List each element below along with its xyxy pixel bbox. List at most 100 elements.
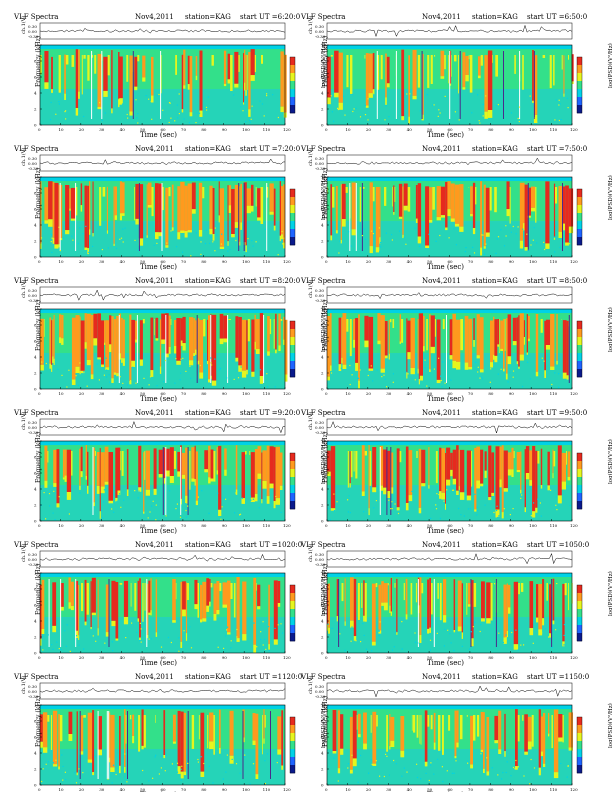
ch-tick-label: 0.00 [28,293,37,298]
time-tick-label: 120 [283,523,291,528]
freq-tick-label: 10 [321,175,327,180]
time-tick-label: 80 [201,127,207,132]
panel-station: station=KAG [472,541,518,549]
panel-date: Nov4,2011 [135,145,174,153]
freq-tick-label: 8 [321,323,324,328]
ch-tick-label: 0.00 [315,293,324,298]
time-axis-label: Time (sec) [427,527,464,535]
time-tick-label: 110 [550,655,558,660]
time-tick-label: 40 [407,259,413,264]
time-tick-label: 60 [448,259,454,264]
freq-tick-label: 6 [34,75,37,80]
time-tick-label: 120 [570,127,578,132]
ch-tick-label: -0.30 [28,694,39,699]
time-tick-label: 20 [366,655,372,660]
freq-tick-label: 4 [34,751,37,756]
freq-tick-label: 0 [321,387,324,392]
colorbar-label: log(PSD)(V²/Hz) [320,307,327,352]
ch-tick-label: -0.30 [315,694,326,699]
ch-tick-label: 0.00 [28,557,37,562]
time-tick-label: 80 [488,523,494,528]
time-tick-label: 110 [263,655,271,660]
ch-tick-label: -0.30 [28,34,39,39]
spectra-panel: VLF Spectra Nov4,2011 station=KAG start UT … [300,145,612,271]
time-tick-label: 70 [181,127,187,132]
ch-tick-label: 0.30 [28,684,37,689]
waveform-trace [326,685,573,698]
time-tick-label: 70 [468,523,474,528]
time-tick-label: 70 [181,391,187,396]
freq-tick-label: 2 [321,371,324,376]
time-tick-label: 40 [407,391,413,396]
panel-header-title: VLF Spectra [13,673,58,681]
freq-tick-label: 0 [34,387,37,392]
freq-tick-label: 6 [321,603,324,608]
time-tick-label: 100 [529,655,537,660]
time-tick-label: 50 [427,655,433,660]
waveform-frame [39,550,286,568]
time-tick-label: 70 [181,523,187,528]
time-axis-label: Time (sec) [140,527,177,535]
freq-axis-label: Frequency (kHz) [35,168,42,219]
waveform-trace [39,158,286,165]
time-tick-label: 110 [550,127,558,132]
time-tick-label: 110 [263,259,271,264]
freq-axis-label: Frequency (kHz) [322,564,329,615]
time-tick-label: 20 [366,127,372,132]
time-tick-label: 100 [242,391,250,396]
freq-tick-label: 10 [34,703,40,708]
time-tick-label: 90 [222,787,228,792]
ch-tick-label: -0.30 [315,298,326,303]
freq-tick-label: 10 [321,307,327,312]
ch-tick-label: 0.30 [28,24,37,29]
panel-station: station=KAG [185,409,231,417]
freq-tick-label: 8 [321,59,324,64]
time-tick-label: 50 [427,127,433,132]
freq-tick-label: 2 [34,371,37,376]
time-axis-label: Time (sec) [140,131,177,139]
time-tick-label: 0 [38,127,41,132]
freq-axis-label: Frequency (kHz) [35,36,42,87]
time-tick-label: 70 [468,655,474,660]
time-tick-label: 100 [529,523,537,528]
time-tick-label: 120 [570,523,578,528]
colorbar [576,452,583,510]
freq-tick-label: 10 [34,307,40,312]
time-tick-label: 50 [140,523,146,528]
time-tick-label: 90 [509,127,515,132]
ch-tick-label: 0.00 [315,557,324,562]
panel-station: station=KAG [472,409,518,417]
time-tick-label: 20 [79,127,85,132]
time-tick-label: 50 [140,787,146,792]
time-tick-label: 120 [283,259,291,264]
ch-tick-label: -0.30 [28,298,39,303]
waveform-trace [39,289,286,301]
time-tick-label: 100 [242,523,250,528]
time-tick-label: 50 [427,523,433,528]
freq-tick-label: 2 [34,635,37,640]
panel-header-title: VLF Spectra [300,145,345,153]
time-tick-label: 30 [386,787,392,792]
panel-header-title: VLF Spectra [13,277,58,285]
panel-station: station=KAG [472,145,518,153]
ch-axis-label: ch.1(V) [307,676,314,694]
freq-tick-label: 4 [321,91,324,96]
freq-tick-label: 2 [34,107,37,112]
freq-axis-label: Frequency (kHz) [35,696,42,747]
freq-axis-label: Frequency (kHz) [322,696,329,747]
panel-header-title: VLF Spectra [13,145,58,153]
panel-start-time: start UT =7:20:0 [240,145,300,153]
time-tick-label: 110 [263,127,271,132]
freq-tick-label: 8 [34,191,37,196]
time-tick-label: 60 [161,523,167,528]
panel-date: Nov4,2011 [135,541,174,549]
colorbar-label: log(PSD)(V²/Hz) [320,571,327,616]
time-tick-label: 100 [529,787,537,792]
time-tick-label: 30 [99,787,105,792]
panel-start-time: start UT =1150:0 [527,673,589,681]
time-axis-label: Time (sec) [140,395,177,403]
ch-tick-label: 0.00 [315,689,324,694]
time-tick-label: 60 [448,655,454,660]
ch-tick-label: -0.30 [315,34,326,39]
